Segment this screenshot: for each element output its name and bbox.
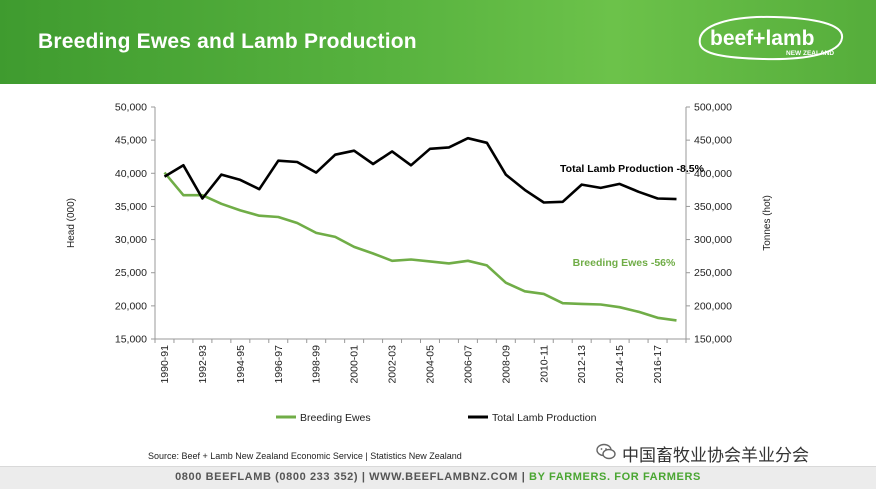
source-note: Source: Beef + Lamb New Zealand Economic… — [148, 451, 462, 461]
x-tick-label: 2014-15 — [614, 345, 626, 384]
x-tick-label: 2004-05 — [424, 345, 436, 384]
legend-label-breeding-ewes: Breeding Ewes — [300, 412, 371, 424]
x-tick-label: 2000-01 — [349, 345, 361, 384]
left-tick-label: 50,000 — [115, 102, 147, 114]
page-title: Breeding Ewes and Lamb Production — [38, 30, 417, 53]
right-tick-label: 150,000 — [694, 334, 732, 346]
left-tick-label: 15,000 — [115, 334, 147, 346]
footer-text: 0800 BEEFLAMB (0800 233 352) | WWW.BEEFL… — [0, 471, 876, 483]
footer-bar: 0800 BEEFLAMB (0800 233 352) | WWW.BEEFL… — [0, 466, 876, 489]
chart: 15,000 20,000 25,000 30,000 35,000 40,000 45,0… — [66, 102, 773, 425]
right-tick-label: 400,000 — [694, 168, 732, 180]
left-tick-label: 30,000 — [115, 234, 147, 246]
annotation-breeding-ewes: Breeding Ewes -56% — [573, 257, 676, 269]
legend-label-total-lamb-production: Total Lamb Production — [492, 412, 597, 424]
x-tick-label: 2008-09 — [500, 345, 512, 384]
series-line-total-lamb-production — [163, 136, 677, 204]
header-banner: Breeding Ewes and Lamb Production beef+l… — [0, 0, 876, 84]
wechat-icon — [596, 443, 616, 460]
right-tick-label: 200,000 — [694, 300, 732, 312]
x-tick-label: 2002-03 — [387, 345, 399, 384]
x-tick-label: 2012-13 — [576, 345, 588, 384]
right-tick-label: 350,000 — [694, 201, 732, 213]
left-tick-label: 45,000 — [115, 135, 147, 147]
right-axis-title: Tonnes (hot) — [762, 195, 773, 251]
wechat-watermark: 中国畜牧业协会羊业分会 — [596, 441, 856, 466]
logo-main-text: beef+lamb — [710, 27, 814, 50]
annotation-lamb-production: Total Lamb Production -8.5% — [560, 163, 705, 175]
x-tick-label: 2010-11 — [538, 345, 550, 383]
footer-tagline: BY FARMERS. FOR FARMERS — [529, 471, 701, 483]
x-tick-label: 2006-07 — [462, 345, 474, 384]
x-tick-label: 1994-95 — [235, 345, 247, 384]
x-tick-label: 1996-97 — [273, 345, 285, 384]
x-tick-label: 1998-99 — [311, 345, 323, 384]
right-tick-label: 300,000 — [694, 234, 732, 246]
footer-contact: 0800 BEEFLAMB (0800 233 352) | WWW.BEEFL… — [175, 471, 530, 483]
left-axis-title: Head (000) — [66, 198, 77, 248]
beef-lamb-logo: beef+lamb NEW ZEALAND — [698, 15, 844, 61]
wechat-watermark-text: 中国畜牧业协会羊业分会 — [622, 446, 809, 466]
left-tick-label: 25,000 — [115, 267, 147, 279]
x-tick-label: 1990-91 — [159, 345, 171, 384]
left-tick-label: 40,000 — [115, 168, 147, 180]
logo-sub-text: NEW ZEALAND — [786, 50, 834, 57]
x-tick-label: 1992-93 — [197, 345, 209, 384]
series-line-breeding-ewes — [163, 171, 677, 322]
right-tick-label: 450,000 — [694, 135, 732, 147]
right-tick-label: 250,000 — [694, 267, 732, 279]
x-tick-label: 2016-17 — [652, 345, 664, 384]
left-tick-label: 35,000 — [115, 201, 147, 213]
right-tick-label: 500,000 — [694, 102, 732, 114]
left-tick-label: 20,000 — [115, 300, 147, 312]
